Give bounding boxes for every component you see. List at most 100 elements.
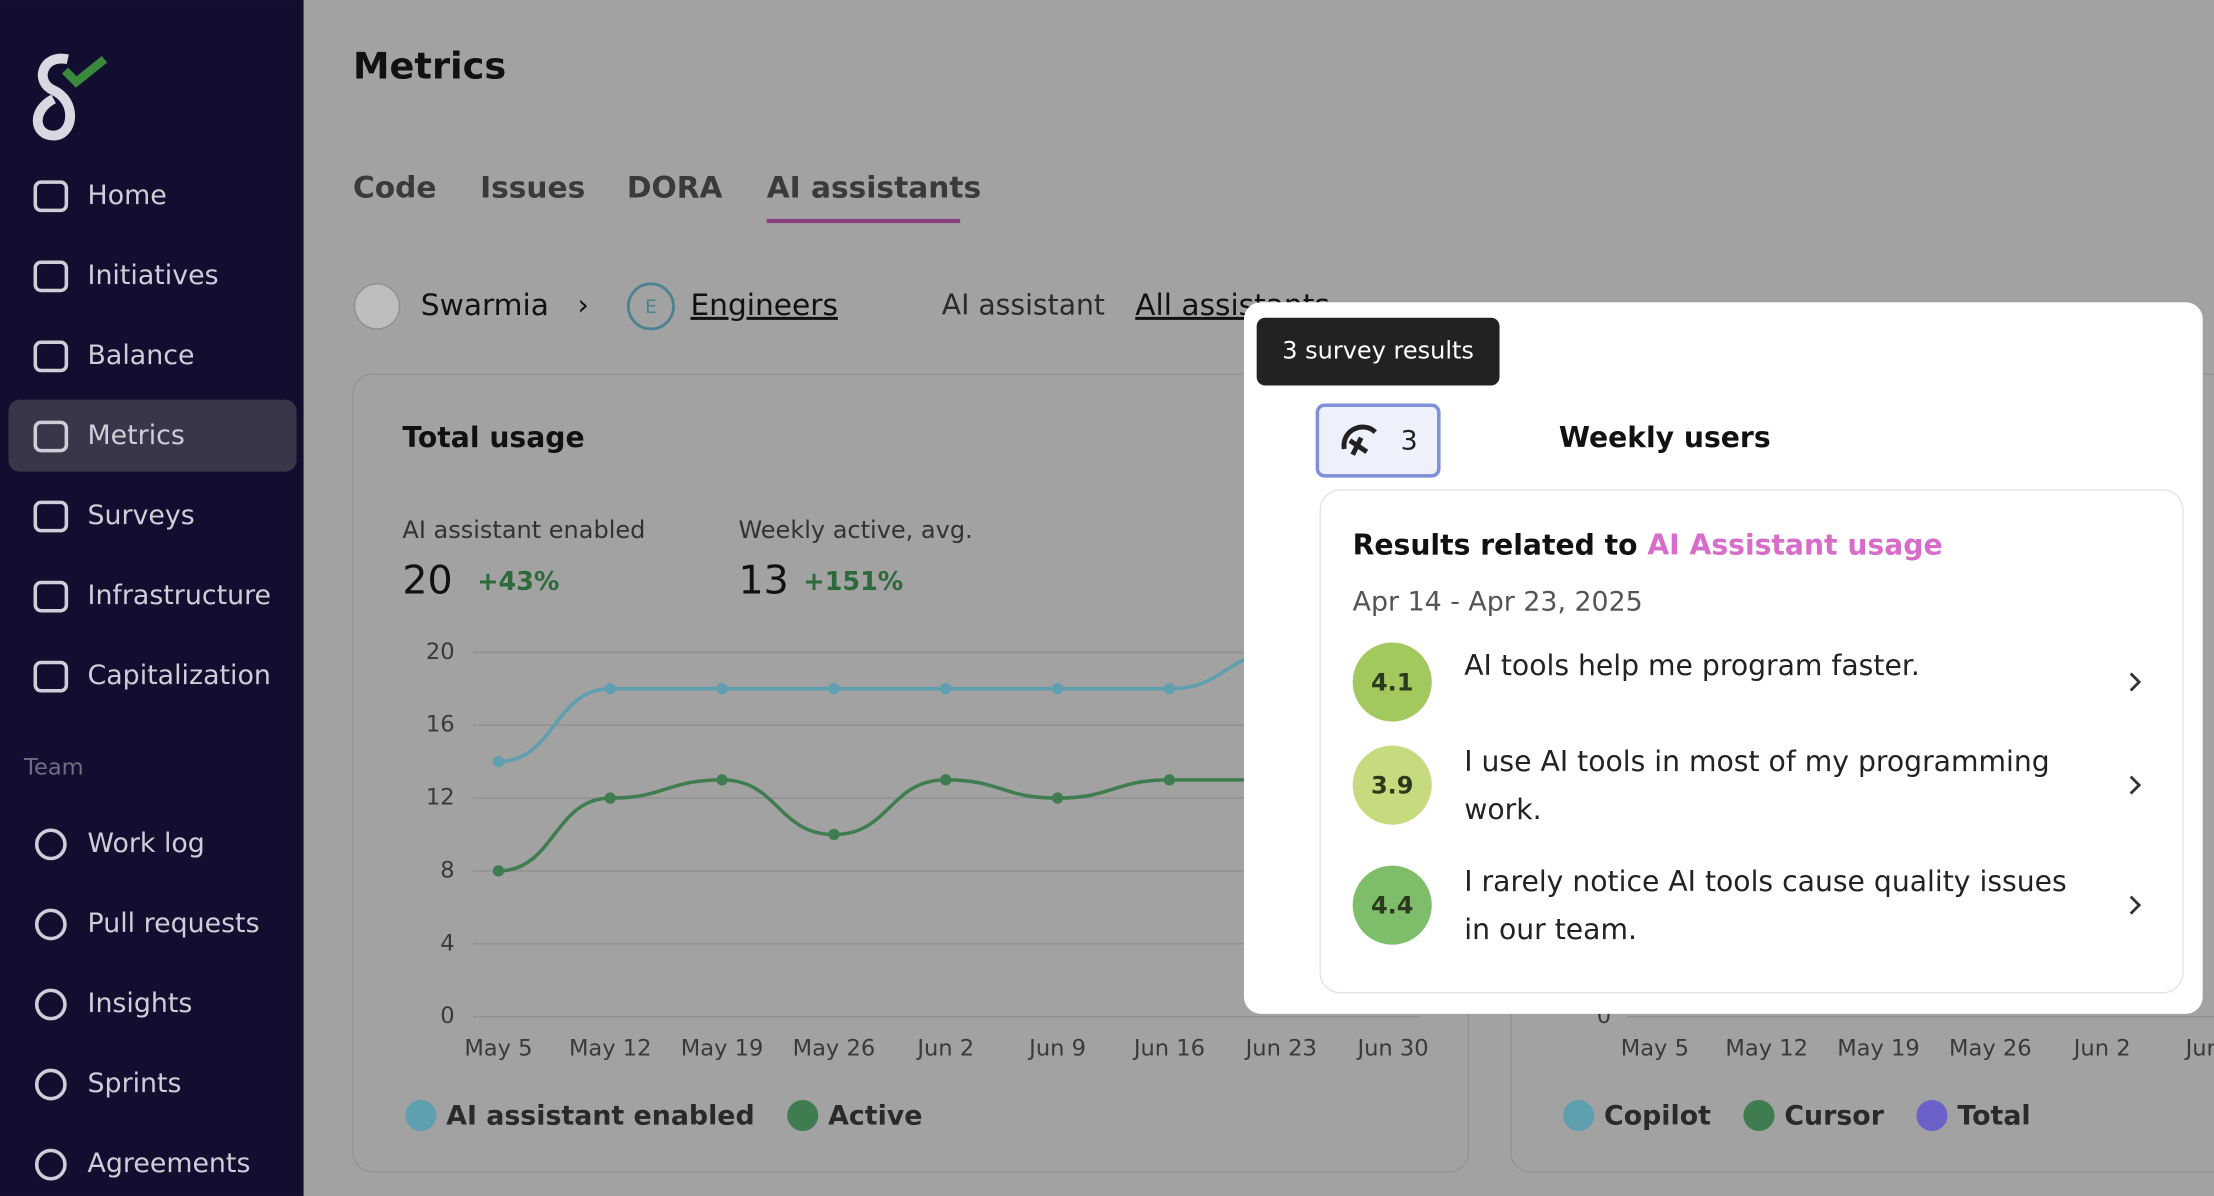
x-tick-label: May 5 <box>464 1036 532 1062</box>
team-initial: E <box>645 297 657 318</box>
stat-change: +43% <box>477 566 559 596</box>
chevron <box>2129 775 2142 795</box>
survey-count: 3 <box>1401 425 1418 456</box>
legend-label: Active <box>828 1100 922 1131</box>
data-point <box>940 774 952 786</box>
nav-item[interactable]: Sprints <box>88 1068 182 1099</box>
nav-icon <box>33 580 69 613</box>
filters: Swarmia › E Engineers AI assistant All a… <box>353 282 1330 331</box>
org[interactable]: Swarmia <box>421 287 549 322</box>
x-tick-label: Jun 16 <box>1132 1036 1205 1062</box>
nav-item[interactable]: Initiatives <box>88 260 219 291</box>
nav-item[interactable]: Home <box>88 180 167 211</box>
nav-item[interactable]: Balance <box>88 340 195 371</box>
score-badge <box>1352 745 1432 825</box>
nav-item[interactable]: Pull requests <box>88 908 260 939</box>
sidebar <box>0 0 304 1196</box>
result-text: I use AI tools in most of my programming… <box>1464 744 2050 827</box>
team[interactable]: Engineers <box>690 287 837 322</box>
x-tick-label: May 5 <box>1621 1036 1689 1062</box>
survey-icon <box>1341 424 1378 456</box>
x-tick-label: Jun 23 <box>1244 1036 1317 1062</box>
x-tick-label: Jun 9 <box>2184 1036 2214 1062</box>
y-tick-label: 4 <box>440 930 454 956</box>
nav-item[interactable]: Agreements <box>88 1148 251 1179</box>
x-tick-label: Jun 2 <box>2072 1036 2131 1062</box>
score-badge <box>1352 642 1432 722</box>
score: 4.1 <box>1371 668 1414 696</box>
nav-item[interactable]: Insights <box>88 988 193 1019</box>
result-row[interactable]: I rarely notice AI tools cause quality i… <box>1464 857 2099 959</box>
assistant-label: AI assistant <box>942 288 1105 321</box>
data-point <box>1051 792 1064 804</box>
score: 4.4 <box>1371 892 1414 920</box>
tab[interactable]: Code <box>353 170 436 205</box>
data-point <box>1051 683 1064 695</box>
survey-button[interactable] <box>1315 403 1441 478</box>
nav-icon <box>34 908 67 941</box>
x-tick-label: May 26 <box>793 1036 876 1062</box>
x-tick-label: May 19 <box>681 1036 764 1062</box>
nav-icon <box>33 660 69 693</box>
data-point <box>716 774 728 786</box>
legend-swatch <box>1916 1099 1948 1132</box>
title-link[interactable]: AI Assistant usage <box>1647 528 1942 561</box>
tab[interactable]: AI assistants <box>767 170 981 205</box>
legend-label: Cursor <box>1784 1100 1884 1131</box>
data-point <box>828 683 840 695</box>
chevron <box>2129 895 2142 915</box>
data-point <box>604 792 616 804</box>
data-point <box>492 865 505 877</box>
page-title: Metrics <box>353 44 506 87</box>
nav-item[interactable]: Infrastructure <box>88 580 271 611</box>
x-tick-label: Jun 9 <box>1027 1036 1086 1062</box>
legend-swatch <box>787 1099 819 1132</box>
x-tick-label: May 26 <box>1949 1036 2032 1062</box>
result-text: I rarely notice AI tools cause quality i… <box>1464 864 2067 947</box>
nav-item[interactable]: Capitalization <box>88 660 271 691</box>
legend-label: AI assistant enabled <box>446 1100 755 1131</box>
tooltip-text: 3 survey results <box>1282 337 1474 365</box>
nav-item[interactable]: Work log <box>88 828 205 859</box>
y-tick-label: 12 <box>426 785 455 811</box>
org-icon <box>353 283 401 330</box>
legend-label: Copilot <box>1604 1100 1711 1131</box>
legend-swatch <box>1743 1099 1775 1132</box>
chevron <box>2129 672 2142 692</box>
nav-icon <box>33 500 69 533</box>
date-range: Apr 14 - Apr 23, 2025 <box>1353 586 1643 617</box>
card-title: Weekly users <box>1559 421 1771 454</box>
stat-label: Weekly active, avg. <box>738 516 972 544</box>
y-tick-label: 8 <box>440 857 454 883</box>
nav-icon <box>33 340 69 373</box>
result-row[interactable]: I use AI tools in most of my programming… <box>1464 737 2099 839</box>
y-tick-label: 20 <box>426 639 455 665</box>
result-row[interactable]: AI tools help me program faster. <box>1464 641 2099 743</box>
tab[interactable]: Issues <box>480 170 585 205</box>
x-tick-label: May 12 <box>1725 1036 1808 1062</box>
score: 3.9 <box>1371 772 1414 800</box>
nav-icon <box>34 828 67 861</box>
stat-label: AI assistant enabled <box>402 516 645 544</box>
data-point <box>716 683 728 695</box>
stat-value: 13 <box>738 558 788 604</box>
stat-change: +151% <box>803 566 903 596</box>
title-prefix: Results related to <box>1353 528 1638 561</box>
legend-swatch <box>1563 1099 1595 1132</box>
data-point <box>828 828 840 841</box>
data-point <box>492 756 505 768</box>
nav-item[interactable]: Surveys <box>88 500 195 531</box>
tab[interactable]: DORA <box>627 170 723 205</box>
nav-section: Team <box>23 755 84 781</box>
header: Metrics Code Issues DORA AI assistants <box>353 44 981 224</box>
nav-icon <box>34 1068 67 1101</box>
nav-item[interactable]: Metrics <box>88 420 185 451</box>
chevron: › <box>578 288 589 321</box>
data-point <box>1163 683 1176 695</box>
series-line <box>498 778 1394 873</box>
results-card <box>1319 489 2184 994</box>
team-icon <box>626 282 675 331</box>
tooltip <box>1256 317 1500 386</box>
